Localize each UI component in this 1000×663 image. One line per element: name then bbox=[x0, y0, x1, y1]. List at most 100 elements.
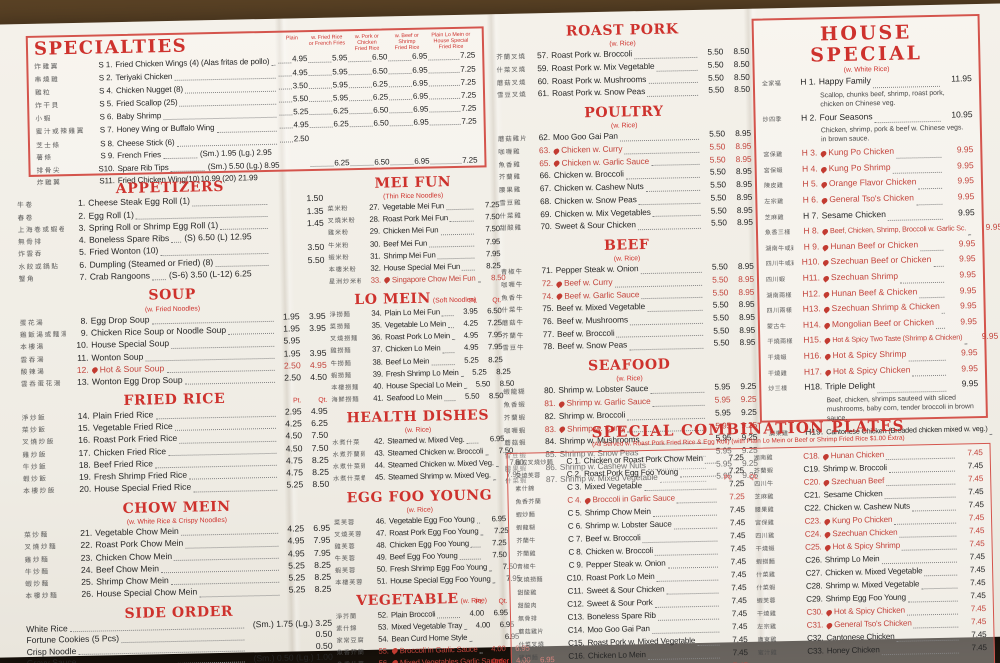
item-price: 7.45 bbox=[731, 596, 747, 606]
dotted-leader bbox=[428, 84, 460, 87]
dotted-leader bbox=[874, 121, 941, 124]
section-title: ROAST PORK bbox=[565, 21, 679, 40]
price-cell: 7.45 bbox=[960, 603, 986, 615]
item-price: 6.50 bbox=[371, 52, 388, 63]
price-cell: 9.95 bbox=[944, 190, 975, 204]
item-price: 8.95 bbox=[738, 311, 755, 323]
item-number: 6. bbox=[79, 259, 87, 270]
price-cell: 8.95 bbox=[729, 337, 755, 348]
item-price: 4.95 bbox=[292, 54, 308, 64]
price-column-labels: Order bbox=[485, 657, 509, 663]
item-price: 4.50 bbox=[285, 442, 303, 454]
item-price: 4.25 bbox=[463, 318, 478, 329]
item-name: Hot & Sour Soup bbox=[99, 362, 165, 375]
chinese-label: 什菜雞 bbox=[756, 572, 776, 580]
item-number: 5. bbox=[78, 247, 87, 258]
item-price: 1.45 bbox=[306, 217, 324, 228]
item-name: Fresh Shrimp Lo Mein bbox=[385, 367, 459, 379]
price-column-label: w. Beef or Shrimp Fried Rice bbox=[394, 32, 420, 52]
dotted-leader bbox=[429, 245, 475, 248]
item-price: 4.95 bbox=[287, 547, 305, 559]
dotted-leader bbox=[215, 264, 269, 268]
price-cell: 7.25 bbox=[718, 478, 744, 490]
item-price: 7.45 bbox=[732, 622, 748, 632]
item-price: 7.45 bbox=[729, 505, 745, 515]
item-name: Spare Rib Tips bbox=[117, 162, 169, 174]
item-number: 38. bbox=[372, 357, 383, 367]
item-name: Shrimp w. Lobster Sauce bbox=[558, 383, 649, 396]
item-price: 5.95 bbox=[332, 93, 349, 103]
chinese-label: 上海卷或蝦卷 bbox=[17, 226, 64, 235]
chinese-label: 炸雞翼 bbox=[34, 62, 60, 71]
item-name: Beef w. Snow Peas bbox=[557, 339, 628, 352]
chinese-label: 蜜汁或辣雞翼 bbox=[35, 128, 85, 137]
item-number: H 3. bbox=[801, 147, 818, 158]
item-name: Vegetable Mei Fun bbox=[382, 201, 445, 212]
item-number: 63. bbox=[538, 145, 551, 156]
item-number: C22. bbox=[804, 503, 821, 514]
item-price: 5.50 bbox=[475, 379, 491, 389]
spicy-icon bbox=[555, 292, 564, 300]
price-cell: 1.95 bbox=[276, 311, 300, 323]
chinese-label: 魚香芥蘭 bbox=[515, 499, 542, 507]
item-price: 8.95 bbox=[737, 261, 754, 272]
item-number: 40. bbox=[372, 381, 384, 391]
dotted-leader bbox=[900, 281, 945, 284]
item-name: Vegetable Egg Foo Young bbox=[388, 514, 475, 526]
item-price: 5.25 bbox=[288, 560, 305, 571]
dotted-leader bbox=[279, 127, 293, 130]
dotted-leader bbox=[389, 112, 413, 114]
chinese-label: 雞芙蓉 bbox=[334, 543, 356, 551]
price-cell: 8.25 bbox=[305, 584, 332, 596]
dotted-leader bbox=[651, 164, 700, 167]
price-cell: 7.45 bbox=[958, 499, 984, 511]
price-cell: 7.45 bbox=[720, 569, 746, 581]
item-price: 5.50 bbox=[707, 46, 724, 57]
dotted-leader bbox=[278, 75, 292, 77]
item-price: 9.95 bbox=[957, 191, 975, 202]
price-cell: 7.25 bbox=[482, 537, 507, 549]
price-cell: 7.45 bbox=[721, 595, 747, 607]
item-number: 32. bbox=[370, 263, 381, 273]
item-name: Beef Chow Mein bbox=[95, 563, 160, 575]
item-name: Hot & Spicy Two Taste (Shrimp & Chicken) bbox=[832, 332, 963, 345]
chinese-label: 蜜汁雞 bbox=[757, 650, 778, 658]
item-name: Shrimp Mei Fun bbox=[383, 250, 436, 261]
dotted-leader bbox=[902, 548, 957, 551]
chinese-label: 菜撈麵 bbox=[329, 323, 351, 331]
dotted-leader bbox=[918, 187, 943, 190]
item-number: S 5. bbox=[99, 99, 114, 109]
item-number: C12. bbox=[567, 599, 584, 610]
dotted-leader bbox=[651, 631, 720, 635]
item-price: 6.95 bbox=[412, 91, 429, 101]
item-price: 5.50 bbox=[709, 141, 726, 152]
section-title: POULTRY bbox=[584, 103, 664, 122]
chinese-label: 蝦炒麵 bbox=[515, 512, 536, 520]
dotted-leader bbox=[908, 359, 946, 362]
section-title: EGG FOO YOUNG bbox=[346, 486, 493, 506]
dotted-leader bbox=[666, 592, 719, 595]
item-price: 7.50 bbox=[311, 442, 329, 453]
price-cell: 9.95 bbox=[972, 221, 1000, 235]
chinese-label: 炸干貝 bbox=[35, 102, 60, 110]
spicy-icon bbox=[90, 366, 99, 374]
section-title: SIDE ORDER bbox=[124, 603, 234, 622]
item-name: Roast Pork Fried Rice bbox=[93, 433, 178, 445]
price-cell: 6.50 bbox=[348, 105, 388, 117]
item-price: 9.95 bbox=[957, 175, 975, 186]
item-number: C 1. bbox=[566, 456, 581, 467]
item-name: Szechuan Shrimp & Chicken bbox=[831, 301, 940, 314]
section-title: SEAFOOD bbox=[587, 356, 671, 375]
chinese-label: 雞或叉燒炒麵 bbox=[514, 460, 554, 468]
specialties-box: SPECIALTIES Plain w. Fried Rice or French … bbox=[25, 26, 487, 187]
combination-right-column: 湖南雞 C18. Hunan Chicken 7.45 芥蘭蝦 C19. Shrimp w.… bbox=[754, 447, 988, 663]
item-price: 7.25 bbox=[484, 200, 500, 210]
item-price: 5.95 bbox=[714, 381, 731, 393]
item-price: 5.50 bbox=[712, 274, 729, 285]
chinese-label: 雞米粉 bbox=[327, 229, 349, 238]
item-number: H 4. bbox=[801, 163, 818, 174]
dotted-leader bbox=[654, 605, 719, 609]
item-price: 7.45 bbox=[968, 487, 984, 497]
chinese-label: 叉燒撈麵 bbox=[330, 335, 359, 344]
item-name: Shrimp Egg Foo Young bbox=[825, 592, 907, 604]
